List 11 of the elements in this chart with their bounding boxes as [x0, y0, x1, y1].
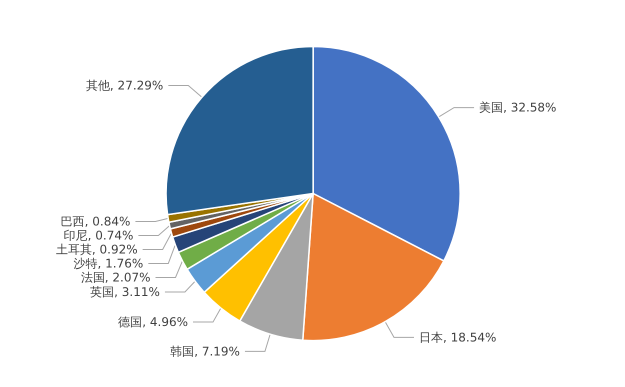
slice-label: 日本, 18.54% — [419, 330, 496, 344]
slice-label: 印尼, 0.74% — [64, 228, 134, 242]
slice-label: 其他, 27.29% — [86, 78, 164, 92]
slice-label: 巴西, 0.84% — [60, 214, 130, 228]
slice-label: 英国, 3.11% — [90, 284, 160, 299]
slice-label: 德国, 4.96% — [118, 315, 188, 330]
slice-label: 美国, 32.58% — [479, 100, 556, 115]
slice-label: 土耳其, 0.92% — [56, 242, 138, 256]
slice-label: 韩国, 7.19% — [170, 344, 240, 358]
slice-label: 法国, 2.07% — [80, 270, 151, 284]
slice-label: 沙特, 1.76% — [74, 256, 144, 270]
